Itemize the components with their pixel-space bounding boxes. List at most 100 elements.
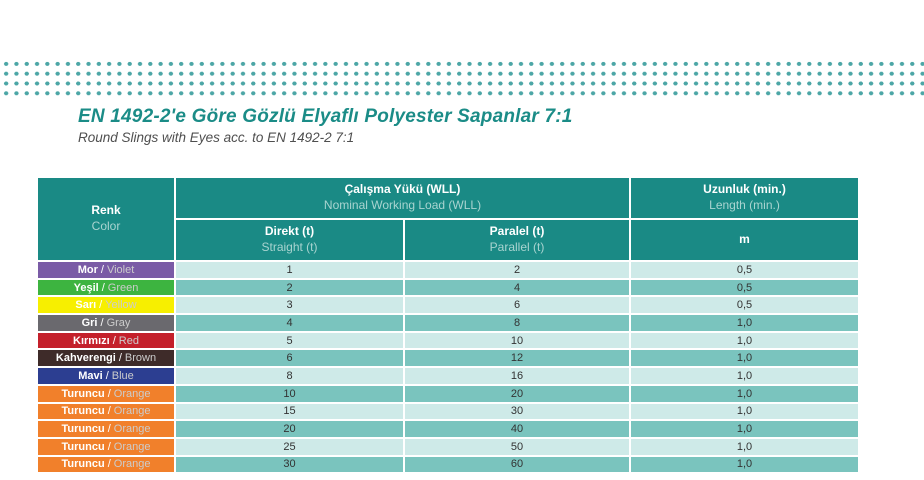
color-name-en: Orange [113,387,151,400]
color-name-tr: Yeşil [73,281,99,294]
parallel-value: 6 [405,297,629,314]
spec-table: Renk Color Çalışma Yükü (WLL) Nominal Wo… [38,178,860,473]
parallel-value: 12 [405,350,629,367]
direct-value: 2 [176,279,403,296]
direct-value: 25 [176,438,403,455]
header-parallel-tr: Paralel (t) [489,224,545,239]
direct-value: 1 [176,262,403,278]
header-wll: Çalışma Yükü (WLL) Nominal Working Load … [176,178,629,218]
separator: / [100,263,104,276]
color-name-tr: Mor [77,263,98,276]
color-name-en: Green [107,281,139,294]
header-direct: Direkt (t) Straight (t) [176,220,403,260]
color-label-violet: Mor / Violet [38,262,174,278]
direct-value: 8 [176,368,403,384]
separator: / [112,334,116,347]
header-direct-en: Straight (t) [261,240,318,254]
separator: / [99,299,103,312]
header-unit: m [631,220,858,260]
color-name-en: Orange [113,405,151,418]
color-label-red: Kırmızı / Red [38,332,174,349]
direct-value: 20 [176,421,403,437]
color-name-en: Orange [113,423,151,436]
parallel-value: 40 [405,421,629,437]
color-name-tr: Kahverengi [55,352,116,365]
direct-value: 6 [176,350,403,367]
page-subtitle: Round Slings with Eyes acc. to EN 1492-2… [78,130,355,145]
parallel-value: 20 [405,385,629,402]
length-value: 0,5 [631,297,858,314]
header-color-en: Color [91,219,121,233]
length-value: 1,0 [631,350,858,367]
color-label-orange: Turuncu / Orange [38,456,174,473]
length-value: 1,0 [631,368,858,384]
separator: / [101,281,105,294]
header-unit-label: m [739,232,750,247]
color-name-en: Orange [113,458,151,471]
color-name-en: Gray [106,316,131,329]
header-wll-en: Nominal Working Load (WLL) [323,198,482,212]
direct-value: 30 [176,456,403,473]
color-name-tr: Gri [81,316,98,329]
color-label-orange: Turuncu / Orange [38,403,174,420]
header-parallel: Paralel (t) Parallel (t) [405,220,629,260]
length-value: 1,0 [631,332,858,349]
color-label-orange: Turuncu / Orange [38,385,174,402]
parallel-value: 10 [405,332,629,349]
header-length: Uzunluk (min.) Length (min.) [631,178,858,218]
direct-value: 15 [176,403,403,420]
direct-value: 4 [176,315,403,331]
length-value: 1,0 [631,456,858,473]
separator: / [107,405,111,418]
color-name-tr: Turuncu [61,405,105,418]
color-name-tr: Turuncu [61,387,105,400]
color-name-tr: Turuncu [61,423,105,436]
length-value: 0,5 [631,262,858,278]
color-label-orange: Turuncu / Orange [38,438,174,455]
color-name-en: Violet [106,263,135,276]
separator: / [107,387,111,400]
header-parallel-en: Parallel (t) [489,240,545,254]
color-name-tr: Sarı [75,299,97,312]
header-length-tr: Uzunluk (min.) [703,182,786,197]
color-name-en: Orange [113,440,151,453]
color-name-tr: Turuncu [61,458,105,471]
separator: / [107,458,111,471]
parallel-value: 60 [405,456,629,473]
parallel-value: 30 [405,403,629,420]
dots-pattern [0,59,924,97]
color-label-brown: Kahverengi / Brown [38,350,174,367]
color-label-green: Yeşil / Green [38,279,174,296]
direct-value: 3 [176,297,403,314]
separator: / [105,369,109,382]
color-name-en: Brown [124,352,157,365]
length-value: 1,0 [631,315,858,331]
parallel-value: 4 [405,279,629,296]
color-name-tr: Kırmızı [73,334,110,347]
header-color-tr: Renk [91,203,121,218]
separator: / [100,316,104,329]
color-label-yellow: Sarı / Yellow [38,297,174,314]
separator: / [107,440,111,453]
color-name-en: Red [118,334,139,347]
direct-value: 5 [176,332,403,349]
header-color: Renk Color [38,178,174,260]
color-name-tr: Mavi [78,369,103,382]
length-value: 1,0 [631,438,858,455]
header-length-en: Length (min.) [709,198,780,212]
length-value: 1,0 [631,421,858,437]
header-direct-tr: Direkt (t) [264,224,315,239]
length-value: 1,0 [631,385,858,402]
parallel-value: 8 [405,315,629,331]
color-name-en: Blue [111,369,134,382]
header-wll-tr: Çalışma Yükü (WLL) [344,182,461,197]
parallel-value: 50 [405,438,629,455]
separator: / [118,352,122,365]
direct-value: 10 [176,385,403,402]
color-label-blue: Mavi / Blue [38,368,174,384]
length-value: 0,5 [631,279,858,296]
color-label-gray: Gri / Gray [38,315,174,331]
page-heading: EN 1492-2'e Göre Gözlü Elyaflı Polyester… [78,106,573,145]
page-title: EN 1492-2'e Göre Gözlü Elyaflı Polyester… [78,106,573,127]
color-name-en: Yellow [105,299,137,312]
